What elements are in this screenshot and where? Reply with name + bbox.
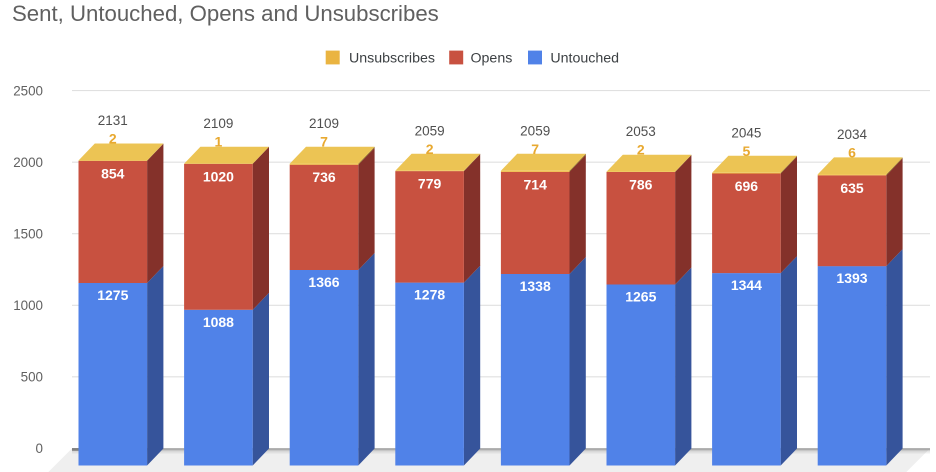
svg-text:Unsubscribes: Unsubscribes bbox=[349, 50, 435, 66]
svg-text:2053: 2053 bbox=[626, 124, 656, 139]
svg-text:1: 1 bbox=[215, 134, 223, 150]
svg-text:736: 736 bbox=[312, 169, 336, 185]
svg-text:2131: 2131 bbox=[98, 113, 128, 128]
svg-text:2034: 2034 bbox=[837, 127, 868, 142]
svg-text:Sent, Untouched, Opens and Uns: Sent, Untouched, Opens and Unsubscribes bbox=[12, 1, 439, 26]
svg-text:1344: 1344 bbox=[731, 277, 762, 293]
svg-text:779: 779 bbox=[418, 176, 442, 192]
svg-text:5: 5 bbox=[743, 143, 751, 159]
svg-text:2500: 2500 bbox=[13, 83, 43, 98]
svg-text:1000: 1000 bbox=[13, 298, 43, 313]
svg-text:635: 635 bbox=[840, 180, 864, 196]
svg-text:6: 6 bbox=[848, 144, 856, 160]
svg-text:1275: 1275 bbox=[97, 287, 128, 303]
svg-text:2109: 2109 bbox=[309, 116, 339, 131]
svg-text:1265: 1265 bbox=[625, 289, 656, 305]
svg-text:2: 2 bbox=[109, 131, 117, 147]
svg-text:696: 696 bbox=[735, 178, 759, 194]
svg-text:2059: 2059 bbox=[415, 123, 445, 138]
svg-text:1020: 1020 bbox=[203, 168, 234, 184]
svg-text:1088: 1088 bbox=[203, 314, 234, 330]
svg-text:2059: 2059 bbox=[520, 123, 550, 138]
svg-text:Untouched: Untouched bbox=[550, 50, 619, 66]
svg-text:1278: 1278 bbox=[414, 287, 445, 303]
svg-text:2045: 2045 bbox=[731, 125, 761, 140]
svg-text:1338: 1338 bbox=[520, 278, 551, 294]
svg-text:0: 0 bbox=[36, 441, 43, 456]
svg-text:1393: 1393 bbox=[836, 270, 867, 286]
svg-text:2000: 2000 bbox=[13, 155, 43, 170]
svg-text:2109: 2109 bbox=[203, 116, 233, 131]
svg-text:714: 714 bbox=[524, 176, 548, 192]
svg-text:7: 7 bbox=[531, 141, 539, 157]
svg-text:854: 854 bbox=[101, 165, 125, 181]
svg-text:786: 786 bbox=[629, 177, 653, 193]
svg-text:2: 2 bbox=[637, 142, 645, 158]
svg-text:2: 2 bbox=[426, 141, 434, 157]
svg-text:7: 7 bbox=[320, 134, 328, 150]
svg-text:1366: 1366 bbox=[308, 274, 339, 290]
svg-text:500: 500 bbox=[21, 370, 43, 385]
svg-text:1500: 1500 bbox=[13, 226, 43, 241]
svg-text:Opens: Opens bbox=[471, 50, 513, 66]
